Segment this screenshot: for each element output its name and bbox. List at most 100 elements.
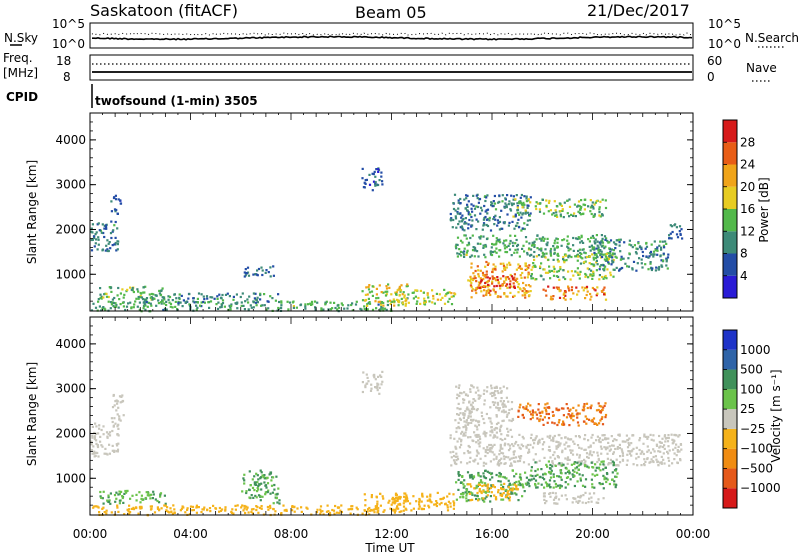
- power-cell-15: [547, 285, 550, 288]
- velocity-cell-12: [539, 475, 542, 478]
- power-cell-16: [613, 252, 616, 255]
- power-cell-11: [482, 285, 486, 288]
- velocity-cell-8: [474, 434, 477, 437]
- velocity-cell-4: [253, 475, 256, 478]
- velocity-cell-0: [111, 429, 114, 433]
- power-cell-3: [132, 306, 135, 309]
- velocity-cell-9: [484, 491, 487, 494]
- velocity-cell-7: [446, 506, 449, 509]
- velocity-cell-8: [484, 449, 487, 452]
- velocity-cell-0: [116, 433, 119, 436]
- velocity-cell-9: [515, 493, 518, 496]
- velocity-cell-14: [469, 388, 472, 391]
- power-cell-2: [119, 292, 122, 295]
- velocity-cell-8: [642, 442, 645, 445]
- power-cell-9: [508, 242, 511, 245]
- power-cell-16: [661, 265, 664, 268]
- power-cell-15: [602, 288, 605, 291]
- power-cell-4: [277, 293, 280, 296]
- date-title: 21/Dec/2017: [587, 1, 690, 20]
- velocity-cell-5: [378, 386, 381, 389]
- velocity-cell-8: [608, 445, 611, 448]
- velocity-cell-6: [376, 503, 379, 506]
- power-cell-14: [577, 255, 580, 258]
- velocity-cell-4: [245, 491, 248, 495]
- velocity-cell-5: [376, 382, 379, 385]
- velocity-cell-8: [652, 439, 655, 442]
- velocity-cell-12: [566, 476, 570, 479]
- velocity-cell-3: [191, 509, 194, 512]
- velocity-cell-8: [482, 447, 485, 450]
- power-cell-9: [603, 235, 607, 238]
- power-cell-4: [187, 297, 190, 300]
- velocity-cell-10: [514, 487, 517, 490]
- velocity-cell-10: [502, 492, 505, 495]
- power-cell-9: [495, 240, 498, 243]
- power-cell-9: [465, 251, 469, 254]
- power-cell-13: [554, 209, 557, 212]
- velocity-colorbar-label: 500: [740, 363, 763, 377]
- power-cell-3: [168, 301, 171, 304]
- velocity-cell-8: [584, 460, 587, 463]
- velocity-cell-12: [594, 463, 597, 466]
- velocity-cell-5: [380, 375, 383, 378]
- velocity-cell-12: [575, 466, 579, 469]
- power-cell-7: [384, 294, 388, 297]
- power-cell-12: [483, 204, 486, 208]
- power-cell-14: [576, 267, 579, 270]
- velocity-cell-9: [473, 494, 476, 497]
- velocity-cell-14: [504, 405, 507, 408]
- power-heatmap: [90, 167, 684, 313]
- power-cell-8: [427, 296, 430, 299]
- power-cell-7: [368, 301, 371, 304]
- power-cell-9: [538, 237, 541, 240]
- power-cell-9: [553, 239, 557, 242]
- velocity-cell-10: [491, 484, 495, 487]
- velocity-cell-8: [596, 451, 599, 454]
- power-cell-14: [577, 273, 580, 276]
- power-cell-14: [590, 263, 593, 266]
- velocity-colorbar-label: −100: [740, 442, 773, 456]
- power-cell-3: [386, 300, 389, 303]
- velocity-cell-7: [395, 494, 398, 497]
- velocity-cell-3: [96, 505, 99, 508]
- power-cell-14: [581, 257, 584, 260]
- power-cell-2: [122, 296, 125, 299]
- power-cell-13: [589, 210, 592, 213]
- power-cell-10: [494, 277, 497, 280]
- power-cell-16: [619, 258, 622, 261]
- velocity-cell-4: [259, 494, 262, 498]
- power-cell-9: [597, 246, 600, 249]
- power-cell-9: [469, 255, 472, 259]
- velocity-cell-8: [606, 452, 609, 455]
- power-cell-5: [261, 269, 264, 272]
- power-cell-3: [240, 304, 243, 307]
- power-cell-3: [127, 302, 130, 305]
- velocity-cell-4: [248, 470, 251, 473]
- power-cell-3: [165, 300, 168, 303]
- velocity-cell-3: [293, 510, 296, 513]
- power-cell-17: [671, 230, 674, 234]
- velocity-cell-11: [595, 409, 599, 412]
- velocity-cell-12: [550, 469, 553, 472]
- power-cell-7: [363, 305, 366, 308]
- velocity-cell-10: [513, 483, 516, 486]
- power-cell-12: [516, 222, 519, 225]
- velocity-cell-3: [245, 508, 248, 511]
- power-cell-13: [522, 212, 525, 215]
- velocity-cell-2: [164, 502, 167, 505]
- velocity-cell-11: [589, 407, 592, 410]
- velocity-cell-3: [251, 512, 254, 515]
- power-cell-10: [494, 268, 497, 271]
- velocity-cell-13: [590, 496, 593, 499]
- power-cell-12: [471, 210, 474, 213]
- velocity-cell-7: [406, 500, 409, 503]
- velocity-cell-4: [248, 496, 251, 499]
- velocity-cell-5: [370, 387, 373, 390]
- power-cell-14: [586, 267, 589, 270]
- velocity-cell-11: [583, 408, 586, 411]
- velocity-cell-7: [446, 495, 449, 498]
- power-cell-4: [256, 296, 259, 299]
- velocity-cell-7: [446, 504, 449, 507]
- velocity-cell-5: [365, 382, 368, 385]
